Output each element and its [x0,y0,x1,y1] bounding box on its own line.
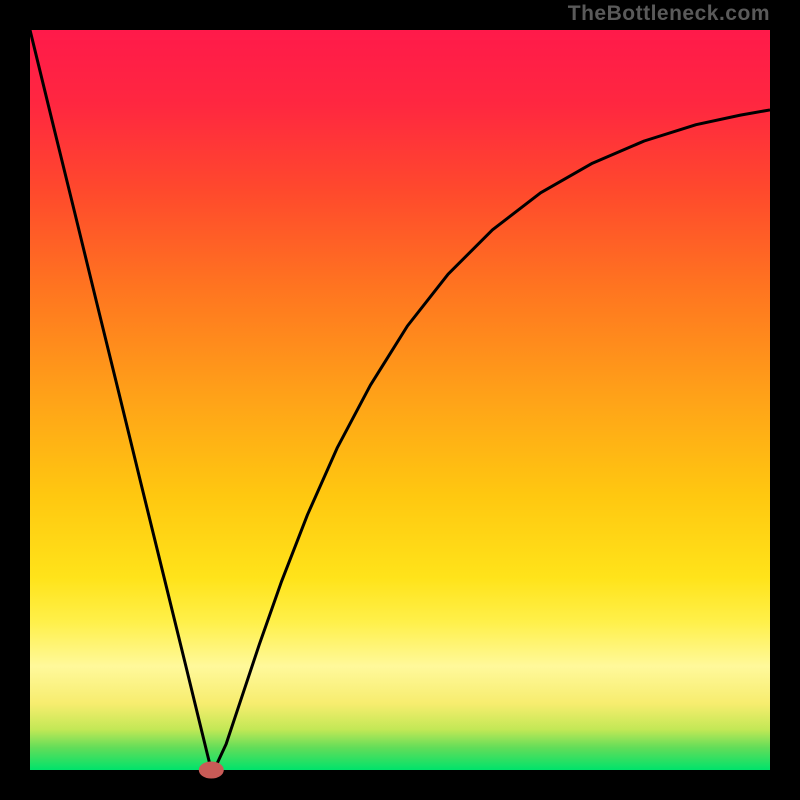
optimal-point-marker [199,762,223,778]
chart-container: TheBottleneck.com [0,0,800,800]
chart-canvas [0,0,800,800]
gradient-background [30,30,770,770]
